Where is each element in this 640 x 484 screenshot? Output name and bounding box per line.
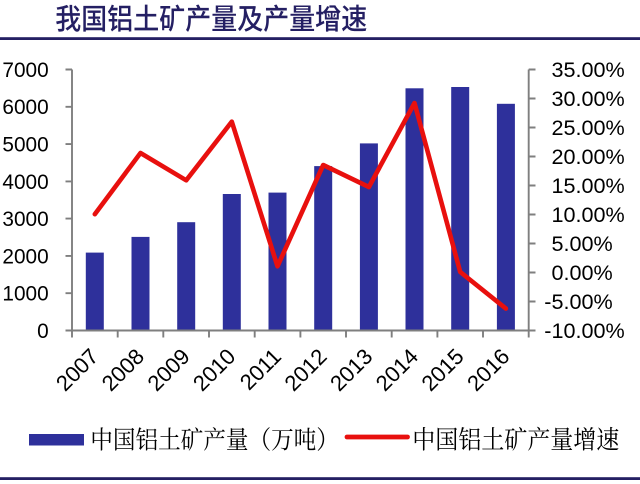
svg-text:2007: 2007 [51,344,103,396]
svg-text:2014: 2014 [371,344,423,396]
svg-text:10.00%: 10.00% [552,202,625,227]
svg-text:2010: 2010 [188,344,240,396]
svg-text:15.00%: 15.00% [552,173,625,198]
svg-text:35.00%: 35.00% [552,57,625,82]
svg-text:2012: 2012 [279,344,331,396]
svg-text:0: 0 [37,320,49,343]
svg-text:2009: 2009 [142,344,194,396]
svg-text:3000: 3000 [2,208,48,231]
svg-text:2015: 2015 [416,344,468,396]
svg-text:5.00%: 5.00% [552,231,613,256]
svg-text:0.00%: 0.00% [552,260,613,285]
svg-text:6000: 6000 [2,96,48,119]
svg-text:2013: 2013 [325,344,377,396]
svg-text:2011: 2011 [235,344,286,395]
svg-text:2016: 2016 [462,344,514,396]
svg-text:2000: 2000 [2,245,48,268]
svg-text:7000: 7000 [2,59,48,82]
svg-text:2008: 2008 [97,344,149,396]
svg-text:1000: 1000 [2,283,48,306]
svg-text:4000: 4000 [2,171,48,194]
svg-text:30.00%: 30.00% [552,86,625,111]
svg-text:20.00%: 20.00% [552,144,625,169]
svg-text:-5.00%: -5.00% [544,289,612,314]
svg-text:5000: 5000 [2,134,48,157]
svg-text:25.00%: 25.00% [552,115,625,140]
svg-text:-10.00%: -10.00% [544,318,624,343]
